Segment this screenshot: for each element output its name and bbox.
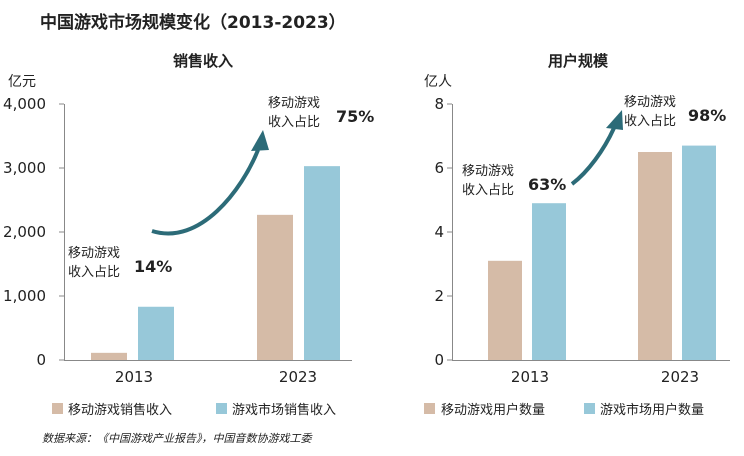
legend-label-mobile-revenue: 移动游戏销售收入 xyxy=(68,402,172,418)
revenue-y-tick-label-1: 1,000 xyxy=(3,287,46,305)
legend-label-market-users: 游戏市场用户数量 xyxy=(600,402,704,418)
users-y-unit: 亿人 xyxy=(424,74,452,90)
revenue-annotation-2023-value: 75% xyxy=(336,107,374,126)
revenue-growth-arrow xyxy=(151,149,260,236)
revenue-bar-market-2013 xyxy=(138,306,174,360)
legend-label-mobile-users: 移动游戏用户数量 xyxy=(441,402,545,418)
users-bar-market-2023 xyxy=(682,145,716,360)
users-y-tick-label-2: 4 xyxy=(434,223,444,241)
users-arrow-head xyxy=(606,110,623,130)
users-y-tick-label-4: 8 xyxy=(434,95,444,113)
revenue-y-tick-label-2: 2,000 xyxy=(3,223,46,241)
users-annotation-2013-line1: 移动游戏 xyxy=(462,164,514,179)
data-source-note: 数据来源：《中国游戏产业报告》，中国音数协游戏工委 xyxy=(42,432,312,445)
users-y-tick-label-0: 0 xyxy=(434,351,444,369)
revenue-x-label-2013: 2013 xyxy=(115,368,153,386)
revenue-annotation-2023-line2: 收入占比 xyxy=(268,115,320,130)
users-chart-title: 用户规模 xyxy=(548,52,609,70)
users-annotation-2023-value: 98% xyxy=(688,106,726,125)
users-annotation-2013-line2: 收入占比 xyxy=(462,183,514,198)
users-annotation-2023-line1: 移动游戏 xyxy=(624,95,676,110)
users-bar-mobile-2023 xyxy=(638,152,672,360)
users-y-tick-label-3: 6 xyxy=(434,159,444,177)
revenue-bar-market-2023 xyxy=(304,166,340,360)
revenue-bar-mobile-2023 xyxy=(257,214,293,360)
users-annotation-2023-line2: 收入占比 xyxy=(624,114,676,129)
users-chart: 用户规模 亿人 0 2 4 6 8 2013 2023 移动游戏 收入占比 63% 移动… xyxy=(424,52,730,418)
legend-label-market-revenue: 游戏市场销售收入 xyxy=(232,402,336,418)
users-bar-market-2013 xyxy=(532,203,566,360)
users-bar-mobile-2013 xyxy=(488,260,522,360)
users-growth-arrow xyxy=(570,127,616,186)
revenue-y-unit: 亿元 xyxy=(8,74,36,90)
legend-swatch-market-revenue xyxy=(216,403,227,414)
revenue-chart-title: 销售收入 xyxy=(173,52,233,70)
revenue-annotation-2013-line2: 收入占比 xyxy=(68,265,120,280)
revenue-annotation-2013-line1: 移动游戏 xyxy=(68,246,120,261)
revenue-arrow-head xyxy=(251,130,269,151)
users-x-label-2023: 2023 xyxy=(661,368,699,386)
revenue-annotation-2013-value: 14% xyxy=(134,257,172,276)
users-annotation-2013-value: 63% xyxy=(528,175,566,194)
revenue-y-tick-label-4: 4,000 xyxy=(3,95,46,113)
revenue-y-tick-label-0: 0 xyxy=(36,351,46,369)
users-x-label-2013: 2013 xyxy=(511,368,549,386)
revenue-annotation-2023-line1: 移动游戏 xyxy=(268,96,320,111)
revenue-bar-mobile-2013 xyxy=(91,352,127,360)
revenue-x-label-2023: 2023 xyxy=(279,368,317,386)
revenue-y-tick-label-3: 3,000 xyxy=(3,159,46,177)
users-y-tick-label-1: 2 xyxy=(434,287,444,305)
legend-swatch-mobile-users xyxy=(424,403,435,414)
page-title: 中国游戏市场规模变化（2013-2023） xyxy=(40,13,346,33)
legend-swatch-market-users xyxy=(584,403,595,414)
legend-swatch-mobile-revenue xyxy=(52,403,63,414)
